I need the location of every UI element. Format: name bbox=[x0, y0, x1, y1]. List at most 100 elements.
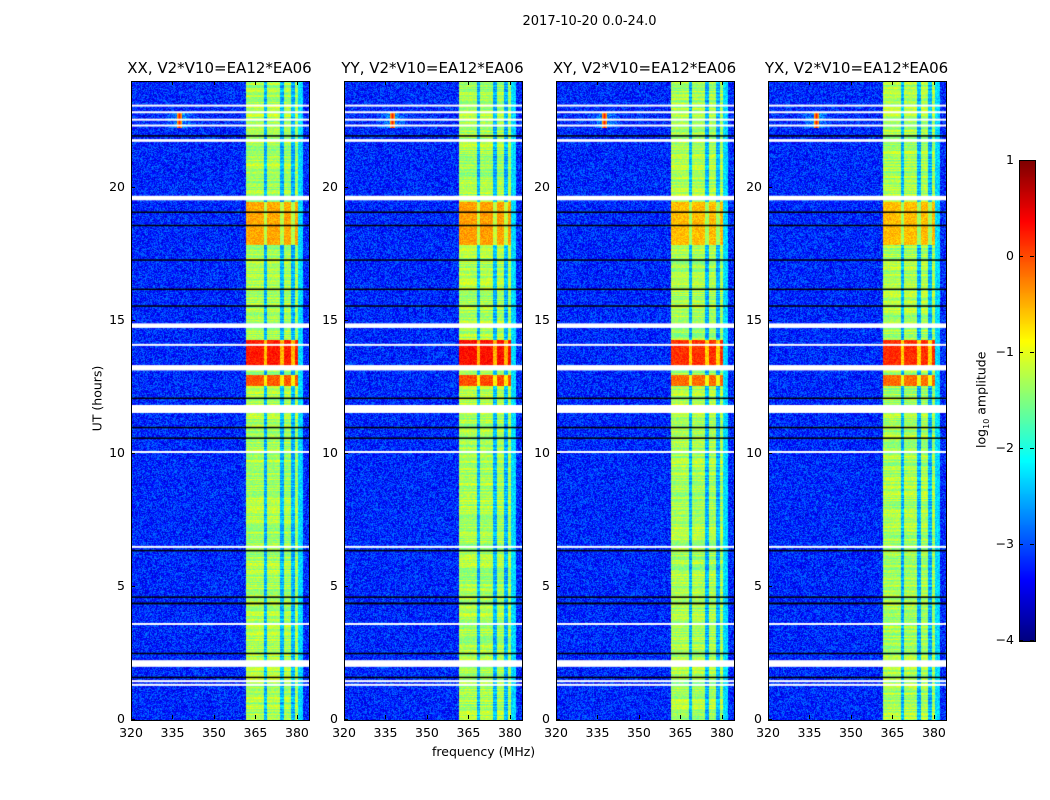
x-tick-label: 380 bbox=[498, 725, 522, 740]
colorbar-tick-mark-right bbox=[1030, 256, 1034, 257]
x-tick-mark bbox=[509, 715, 511, 719]
x-tick-mark-top bbox=[638, 81, 640, 85]
colorbar-tick-mark bbox=[1019, 544, 1023, 545]
x-tick-label: 350 bbox=[839, 725, 863, 740]
x-tick-mark bbox=[933, 715, 935, 719]
spectrogram-heatmap bbox=[132, 82, 309, 720]
colorbar-label-sub: 10 bbox=[981, 418, 991, 429]
y-tick-label: 15 bbox=[109, 312, 125, 328]
y-tick-mark bbox=[556, 453, 560, 455]
x-tick-label: 380 bbox=[285, 725, 309, 740]
y-tick-label: 10 bbox=[746, 445, 762, 461]
x-tick-label: 350 bbox=[202, 725, 226, 740]
x-tick-label: 335 bbox=[585, 725, 610, 740]
x-tick-mark-top bbox=[213, 81, 215, 85]
x-tick-label: 320 bbox=[544, 725, 568, 740]
y-tick-mark bbox=[344, 453, 348, 455]
x-tick-mark bbox=[344, 715, 345, 719]
x-tick-mark bbox=[255, 715, 257, 719]
y-tick-label: 20 bbox=[746, 179, 762, 195]
x-tick-label: 320 bbox=[332, 725, 356, 740]
colorbar-label-rest: amplitude bbox=[973, 351, 989, 419]
x-tick-mark-top bbox=[385, 81, 387, 85]
x-tick-label: 365 bbox=[243, 725, 268, 740]
colorbar-tick-label: −1 bbox=[995, 344, 1014, 359]
colorbar-tick-label: −2 bbox=[995, 440, 1014, 455]
spectrogram-panel bbox=[131, 81, 310, 721]
x-tick-mark bbox=[213, 715, 215, 719]
panel-title: YX, V2*V10=EA12*EA06 bbox=[764, 59, 949, 77]
x-tick-mark bbox=[809, 715, 811, 719]
colorbar-gradient bbox=[1020, 161, 1035, 641]
x-tick-mark-top bbox=[809, 81, 811, 85]
y-tick-label: 0 bbox=[117, 711, 125, 726]
y-tick-label: 15 bbox=[534, 312, 550, 328]
y-tick-mark bbox=[768, 453, 772, 455]
x-tick-mark-top bbox=[509, 81, 511, 85]
y-tick-label: 10 bbox=[109, 445, 125, 461]
x-tick-label: 365 bbox=[880, 725, 905, 740]
x-tick-label: 365 bbox=[668, 725, 693, 740]
x-tick-mark bbox=[296, 715, 298, 719]
colorbar-tick-mark bbox=[1019, 640, 1023, 641]
panel-title: XY, V2*V10=EA12*EA06 bbox=[552, 59, 737, 77]
x-tick-mark bbox=[131, 715, 132, 719]
x-tick-mark-top bbox=[255, 81, 257, 85]
x-tick-mark-top bbox=[426, 81, 428, 85]
panel-title: XX, V2*V10=EA12*EA06 bbox=[127, 59, 312, 77]
x-tick-mark bbox=[597, 715, 599, 719]
colorbar-tick-label: −4 bbox=[995, 632, 1014, 647]
y-tick-mark bbox=[131, 320, 135, 322]
y-tick-mark bbox=[131, 719, 135, 720]
x-tick-mark bbox=[768, 715, 769, 719]
x-tick-mark-top bbox=[468, 81, 470, 85]
y-tick-label: 20 bbox=[534, 179, 550, 195]
y-tick-mark bbox=[344, 719, 348, 720]
x-tick-mark-top bbox=[850, 81, 852, 85]
x-tick-label: 320 bbox=[756, 725, 780, 740]
x-tick-mark-top bbox=[344, 81, 345, 85]
x-tick-label: 335 bbox=[797, 725, 822, 740]
y-tick-label: 0 bbox=[754, 711, 762, 726]
x-tick-mark bbox=[172, 715, 174, 719]
colorbar-tick-mark-right bbox=[1030, 640, 1034, 641]
y-tick-mark bbox=[768, 320, 772, 322]
y-tick-label: 5 bbox=[117, 578, 125, 594]
colorbar-tick-mark-right bbox=[1030, 448, 1034, 449]
x-tick-mark bbox=[385, 715, 387, 719]
colorbar-tick-label: 0 bbox=[1006, 248, 1014, 263]
y-tick-mark bbox=[131, 586, 135, 588]
colorbar-tick-mark-right bbox=[1030, 544, 1034, 545]
y-tick-label: 15 bbox=[322, 312, 338, 328]
y-tick-mark bbox=[556, 320, 560, 322]
colorbar-label-log: log bbox=[973, 428, 989, 448]
x-tick-label: 335 bbox=[160, 725, 185, 740]
x-tick-mark bbox=[468, 715, 470, 719]
y-tick-label: 15 bbox=[746, 312, 762, 328]
y-tick-label: 5 bbox=[542, 578, 550, 594]
spectrogram-heatmap bbox=[557, 82, 734, 720]
y-tick-mark bbox=[556, 586, 560, 588]
x-tick-mark bbox=[680, 715, 682, 719]
colorbar-tick-label: −3 bbox=[995, 536, 1014, 551]
colorbar-tick-label: 1 bbox=[1006, 152, 1014, 167]
y-tick-mark bbox=[344, 187, 348, 189]
y-tick-label: 0 bbox=[330, 711, 338, 726]
x-axis-label: frequency (MHz) bbox=[432, 744, 536, 759]
y-tick-mark bbox=[768, 719, 772, 720]
figure-title: 2017-10-20 0.0-24.0 bbox=[522, 14, 657, 29]
colorbar-tick-mark bbox=[1019, 256, 1023, 257]
x-tick-mark bbox=[556, 715, 557, 719]
x-tick-mark bbox=[850, 715, 852, 719]
x-tick-mark-top bbox=[680, 81, 682, 85]
y-tick-mark bbox=[131, 453, 135, 455]
y-tick-mark bbox=[344, 586, 348, 588]
colorbar-tick-mark bbox=[1019, 352, 1023, 353]
spectrogram-panel bbox=[768, 81, 947, 721]
y-tick-mark bbox=[768, 586, 772, 588]
y-axis-label: UT (hours) bbox=[89, 365, 105, 432]
x-tick-mark bbox=[638, 715, 640, 719]
x-tick-mark bbox=[426, 715, 428, 719]
x-tick-mark-top bbox=[556, 81, 557, 85]
x-tick-mark bbox=[721, 715, 723, 719]
